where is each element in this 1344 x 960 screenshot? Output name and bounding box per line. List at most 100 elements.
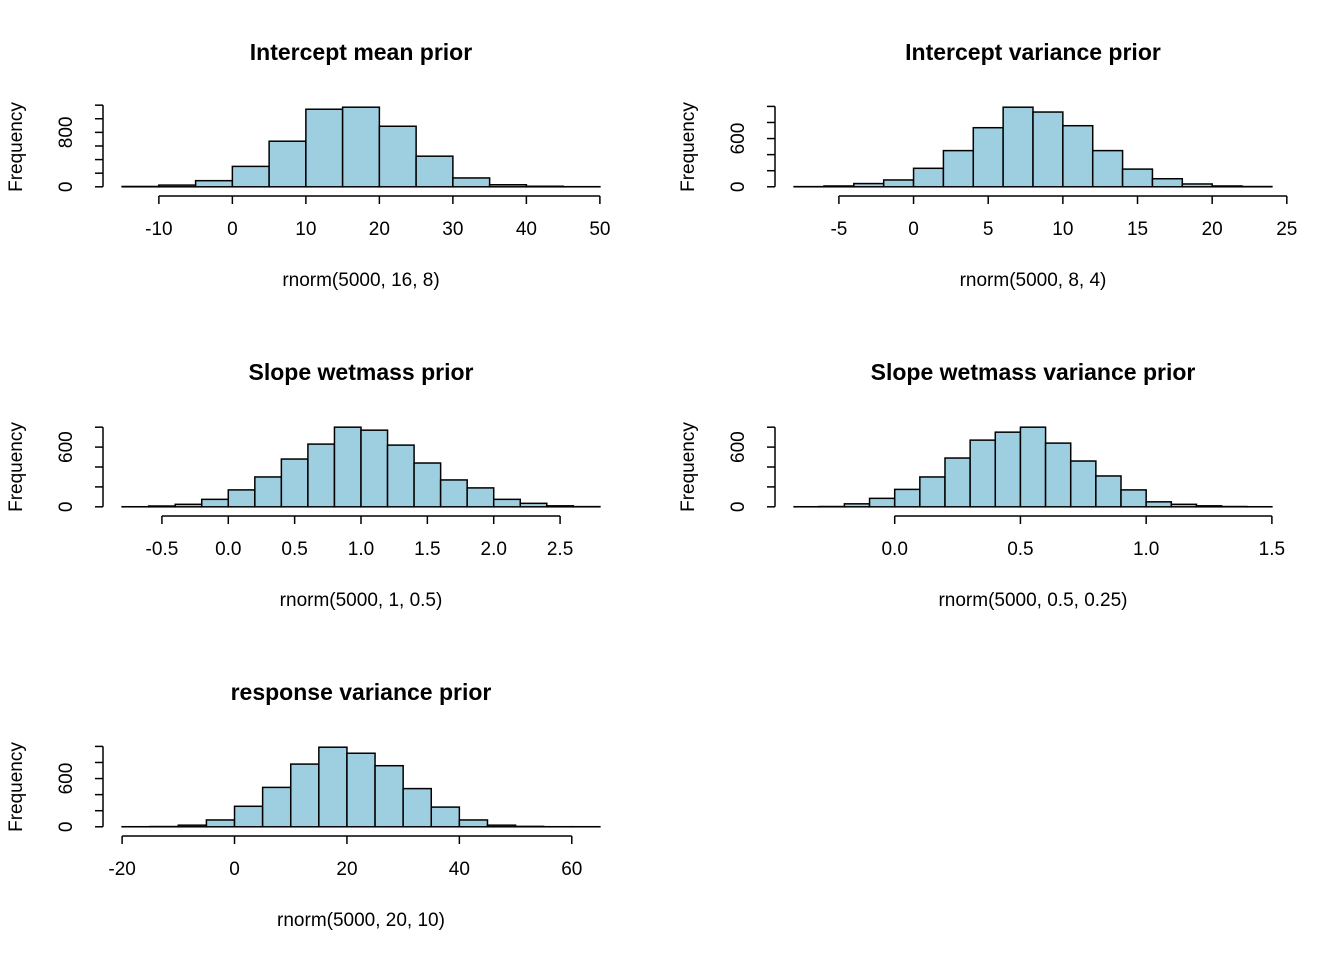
- x-tick-label: 0: [229, 859, 240, 880]
- y-tick-label: 0: [728, 181, 749, 192]
- bar: [378, 125, 417, 188]
- y-tick-label: 0: [56, 502, 77, 513]
- bar: [402, 787, 433, 828]
- bar: [231, 165, 270, 188]
- x-tick-label: 20: [336, 859, 357, 880]
- bar: [261, 786, 292, 828]
- bar: [519, 502, 548, 508]
- x-tick-label: 1.5: [1259, 539, 1285, 560]
- bar: [280, 458, 309, 508]
- x-tick-label: 0.0: [881, 539, 907, 560]
- bar: [486, 824, 517, 828]
- panel-title: Slope wetmass variance prior: [871, 359, 1196, 385]
- y-tick-label: 600: [56, 763, 77, 795]
- x-tick-label: 50: [589, 219, 610, 240]
- bar: [1069, 460, 1097, 508]
- bar: [194, 179, 234, 188]
- bar: [919, 476, 946, 508]
- bar: [969, 439, 997, 508]
- bar: [1170, 503, 1198, 508]
- bar: [944, 457, 971, 508]
- y-tick-label: 600: [728, 123, 749, 155]
- x-tick-label: -5: [830, 219, 847, 240]
- x-tick-label: -0.5: [146, 539, 179, 560]
- x-axis-label: rnorm(5000, 16, 8): [282, 270, 439, 291]
- bar: [374, 764, 404, 828]
- y-tick-label: 0: [56, 821, 77, 832]
- bar: [1091, 149, 1124, 188]
- x-tick-label: 0.0: [215, 539, 241, 560]
- bar: [360, 429, 389, 508]
- panel-title: Intercept variance prior: [905, 39, 1161, 65]
- bar: [1044, 442, 1072, 508]
- bar: [994, 431, 1022, 508]
- x-tick-label: 0: [908, 219, 919, 240]
- x-tick-label: 0: [227, 219, 238, 240]
- x-tick-label: 5: [983, 219, 994, 240]
- bar: [233, 805, 264, 828]
- x-axis-label: rnorm(5000, 0.5, 0.25): [938, 590, 1127, 611]
- bar: [415, 155, 454, 188]
- y-tick-label: 800: [56, 117, 77, 149]
- x-tick-label: 2.5: [547, 539, 573, 560]
- bar: [1062, 124, 1094, 188]
- bar: [439, 479, 468, 508]
- bar: [1181, 183, 1213, 188]
- x-tick-label: -10: [145, 219, 172, 240]
- bar: [318, 746, 348, 828]
- bar: [227, 489, 256, 508]
- bar: [254, 476, 283, 508]
- panel-title: Intercept mean prior: [250, 39, 472, 65]
- bar: [452, 177, 491, 188]
- x-tick-label: 25: [1276, 219, 1297, 240]
- bar: [853, 182, 885, 188]
- bar: [413, 462, 442, 508]
- bar: [1195, 505, 1223, 508]
- y-axis-label: Frequency: [678, 422, 699, 512]
- bar: [488, 184, 528, 188]
- bar: [147, 505, 176, 508]
- bar: [546, 505, 575, 508]
- x-tick-label: 10: [1052, 219, 1073, 240]
- bar: [823, 185, 855, 188]
- bar: [1120, 489, 1147, 508]
- bar: [525, 185, 564, 188]
- y-axis-label: Frequency: [678, 102, 699, 192]
- bar: [386, 444, 415, 508]
- bar: [893, 488, 921, 508]
- bar: [307, 443, 336, 508]
- bar: [346, 752, 376, 828]
- y-axis-label: Frequency: [6, 102, 27, 192]
- x-tick-label: 15: [1127, 219, 1148, 240]
- x-tick-label: 40: [449, 859, 470, 880]
- bar: [1121, 168, 1154, 188]
- y-tick-label: 0: [728, 502, 749, 513]
- x-tick-label: 40: [516, 219, 537, 240]
- x-tick-label: 20: [369, 219, 390, 240]
- bar: [1095, 475, 1122, 508]
- x-tick-label: 2.0: [481, 539, 507, 560]
- y-axis-label: Frequency: [6, 422, 27, 512]
- x-tick-label: 1.0: [1133, 539, 1159, 560]
- bar: [843, 503, 871, 508]
- bar: [868, 497, 896, 508]
- x-tick-label: 10: [295, 219, 316, 240]
- x-axis-label: rnorm(5000, 20, 10): [277, 910, 445, 931]
- bar: [200, 498, 230, 508]
- x-tick-label: 1.0: [348, 539, 374, 560]
- bar: [882, 179, 915, 188]
- bar: [305, 108, 344, 188]
- panel-title: response variance prior: [231, 679, 492, 705]
- bar: [912, 167, 945, 188]
- bar: [1002, 106, 1034, 188]
- bar: [430, 806, 461, 828]
- x-tick-label: 20: [1202, 219, 1223, 240]
- y-tick-label: 600: [56, 431, 77, 463]
- bar: [158, 184, 197, 188]
- bar: [205, 819, 236, 828]
- bar: [458, 819, 489, 828]
- bar: [1151, 177, 1184, 188]
- y-axis-label: Frequency: [6, 742, 27, 832]
- x-tick-label: 60: [561, 859, 582, 880]
- bar: [1145, 501, 1173, 508]
